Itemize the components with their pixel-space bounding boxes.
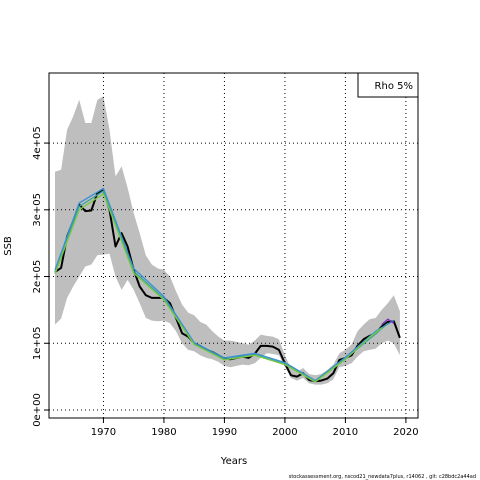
x-tick-label: 2010 (333, 427, 358, 438)
x-tick-label: 1980 (151, 427, 176, 438)
y-tick-label: 1e+05 (32, 326, 43, 360)
y-axis: 0e+00 1e+05 2e+05 3e+05 4e+05 (32, 126, 49, 427)
x-tick-label: 2000 (272, 427, 297, 438)
y-tick-label: 2e+05 (32, 260, 43, 294)
x-axis: 1970 1980 1990 2000 2010 2020 (91, 418, 419, 438)
y-axis-title: SSB (3, 236, 14, 256)
legend-box (357, 72, 419, 98)
y-tick-label: 4e+05 (32, 126, 43, 160)
y-tick-label: 0e+00 (32, 393, 43, 427)
legend: Rho 5% (357, 72, 419, 98)
series-layer (54, 187, 401, 383)
x-axis-title: Years (220, 456, 247, 467)
y-tick-label: 3e+05 (32, 193, 43, 227)
confidence-band (55, 96, 400, 385)
confidence-band-layer (55, 96, 400, 385)
legend-label: Rho 5% (375, 81, 413, 92)
series-line-4 (54, 193, 383, 383)
x-tick-label: 2020 (393, 427, 418, 438)
series-line-2 (54, 187, 395, 382)
series-line-5 (381, 318, 395, 326)
grid-layer (49, 73, 418, 418)
x-tick-label: 1970 (91, 427, 116, 438)
x-tick-label: 1990 (212, 427, 237, 438)
footnote: stockassessment.org, nscod21_newdata7plu… (289, 474, 476, 480)
plot-frame (48, 72, 419, 419)
